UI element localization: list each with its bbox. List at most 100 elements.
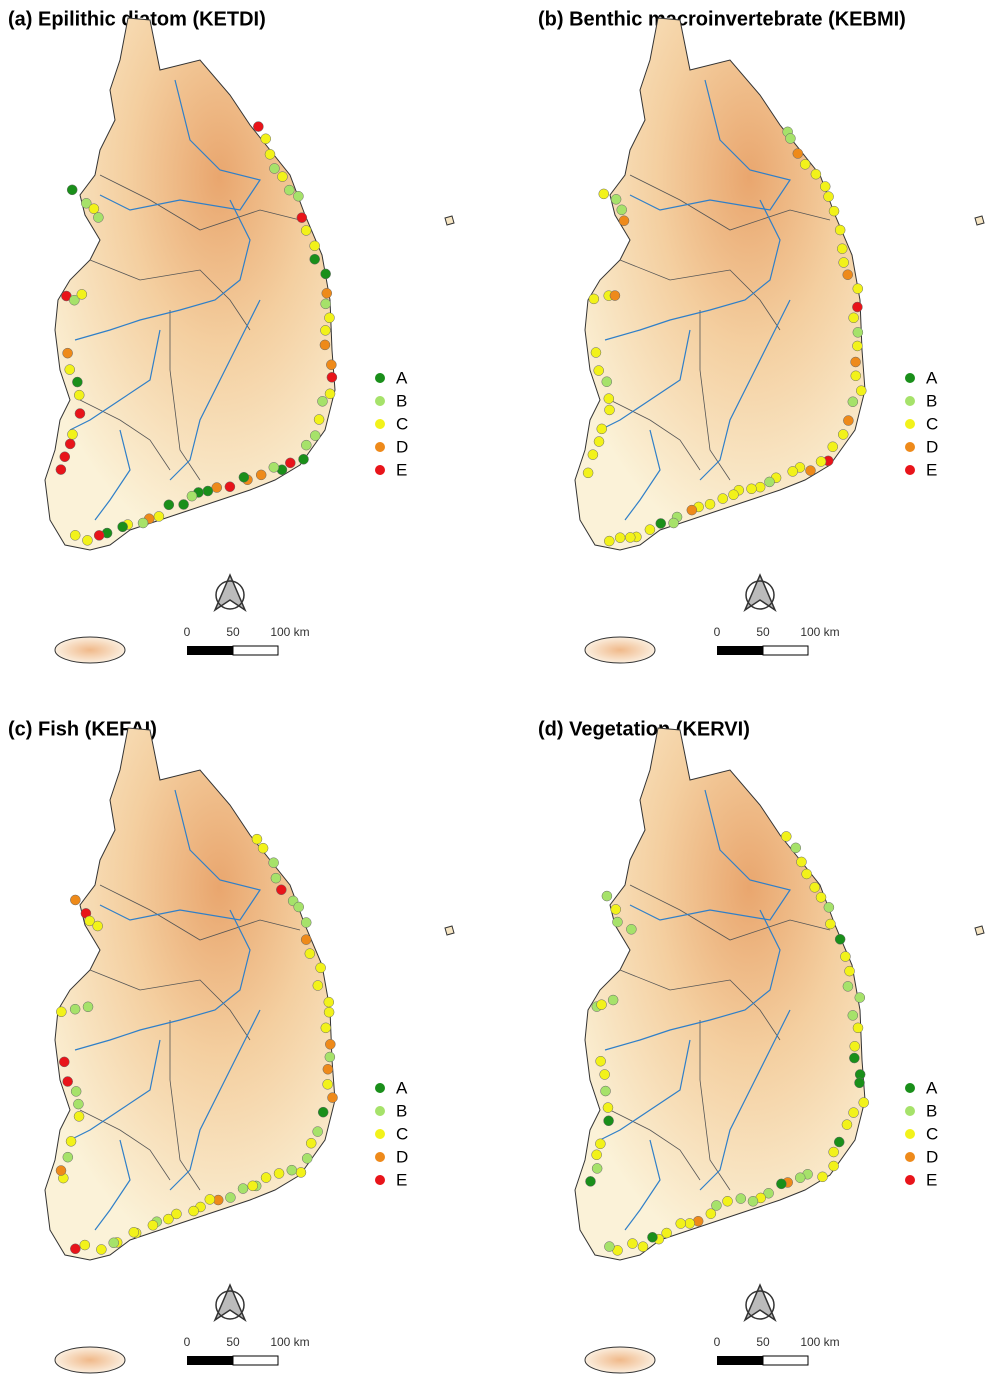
site [93,212,103,222]
site [816,457,826,467]
site [321,299,331,309]
site [318,1107,328,1117]
site [301,225,311,235]
site [610,291,620,301]
legend-swatch [905,465,915,475]
site [66,1136,76,1146]
dokdo [975,926,984,935]
site [736,1194,746,1204]
site [612,917,622,927]
site [589,294,599,304]
site [816,892,826,902]
site [594,366,604,376]
site [89,204,99,214]
legend-label: E [926,1170,937,1189]
site [776,1179,786,1189]
site [321,269,331,279]
site [785,133,795,143]
site [324,1007,334,1017]
site [829,206,839,216]
legend-swatch [375,1083,385,1093]
site [818,1172,828,1182]
site [611,904,621,914]
scale-label: 50 [226,625,240,639]
figure: (a) Epilithic diatom (KETDI)050100 kmABC… [0,0,985,1377]
site [93,921,103,931]
site [56,465,66,475]
legend-label: B [926,391,937,410]
site [835,934,845,944]
jeju-island [55,1347,125,1373]
site [791,843,801,853]
site [269,858,279,868]
site [70,1244,80,1254]
legend-label: E [396,460,407,479]
site [73,1099,83,1109]
site [748,1196,758,1206]
legend-label: A [396,1078,408,1097]
site [600,1069,610,1079]
scale-label: 100 km [270,625,309,639]
site [63,1077,73,1087]
site [70,895,80,905]
site [65,439,75,449]
site [820,182,830,192]
site [802,869,812,879]
site [258,843,268,853]
site [287,1165,297,1175]
site [261,134,271,144]
site [601,1086,611,1096]
legend-swatch [375,373,385,383]
site [850,1041,860,1051]
site [604,1242,614,1252]
site [164,500,174,510]
site [604,394,614,404]
legend-swatch [905,442,915,452]
legend-label: C [396,1124,408,1143]
site [825,919,835,929]
site [852,302,862,312]
site [239,472,249,482]
map-panel: (d) Vegetation (KERVI)050100 kmABCDE [538,718,984,1373]
site [608,995,618,1005]
legend-swatch [905,1083,915,1093]
site [274,1168,284,1178]
site [154,511,164,521]
site [96,1244,106,1254]
site [293,191,303,201]
site [294,902,304,912]
legend-swatch [375,465,385,475]
site [67,185,77,195]
site [179,499,189,509]
site [70,530,80,540]
site [615,533,625,543]
site [656,518,666,528]
site [706,1209,716,1219]
site [203,486,213,496]
site [685,1218,695,1228]
legend-label: D [926,1147,938,1166]
site [301,440,311,450]
site [793,149,803,159]
site [627,1239,637,1249]
site [837,244,847,254]
site [838,429,848,439]
site [594,437,604,447]
site [82,535,92,545]
site [596,1056,606,1066]
site [835,225,845,235]
dokdo [445,926,454,935]
site [603,1103,613,1113]
scale-bar [717,646,763,655]
legend-label: A [396,368,408,387]
legend-swatch [375,1129,385,1139]
site [795,1173,805,1183]
land [45,728,335,1260]
site [843,416,853,426]
site [306,1138,316,1148]
site [94,530,104,540]
site [265,149,275,159]
legend-label: B [396,1101,407,1120]
scale-label: 0 [184,625,191,639]
